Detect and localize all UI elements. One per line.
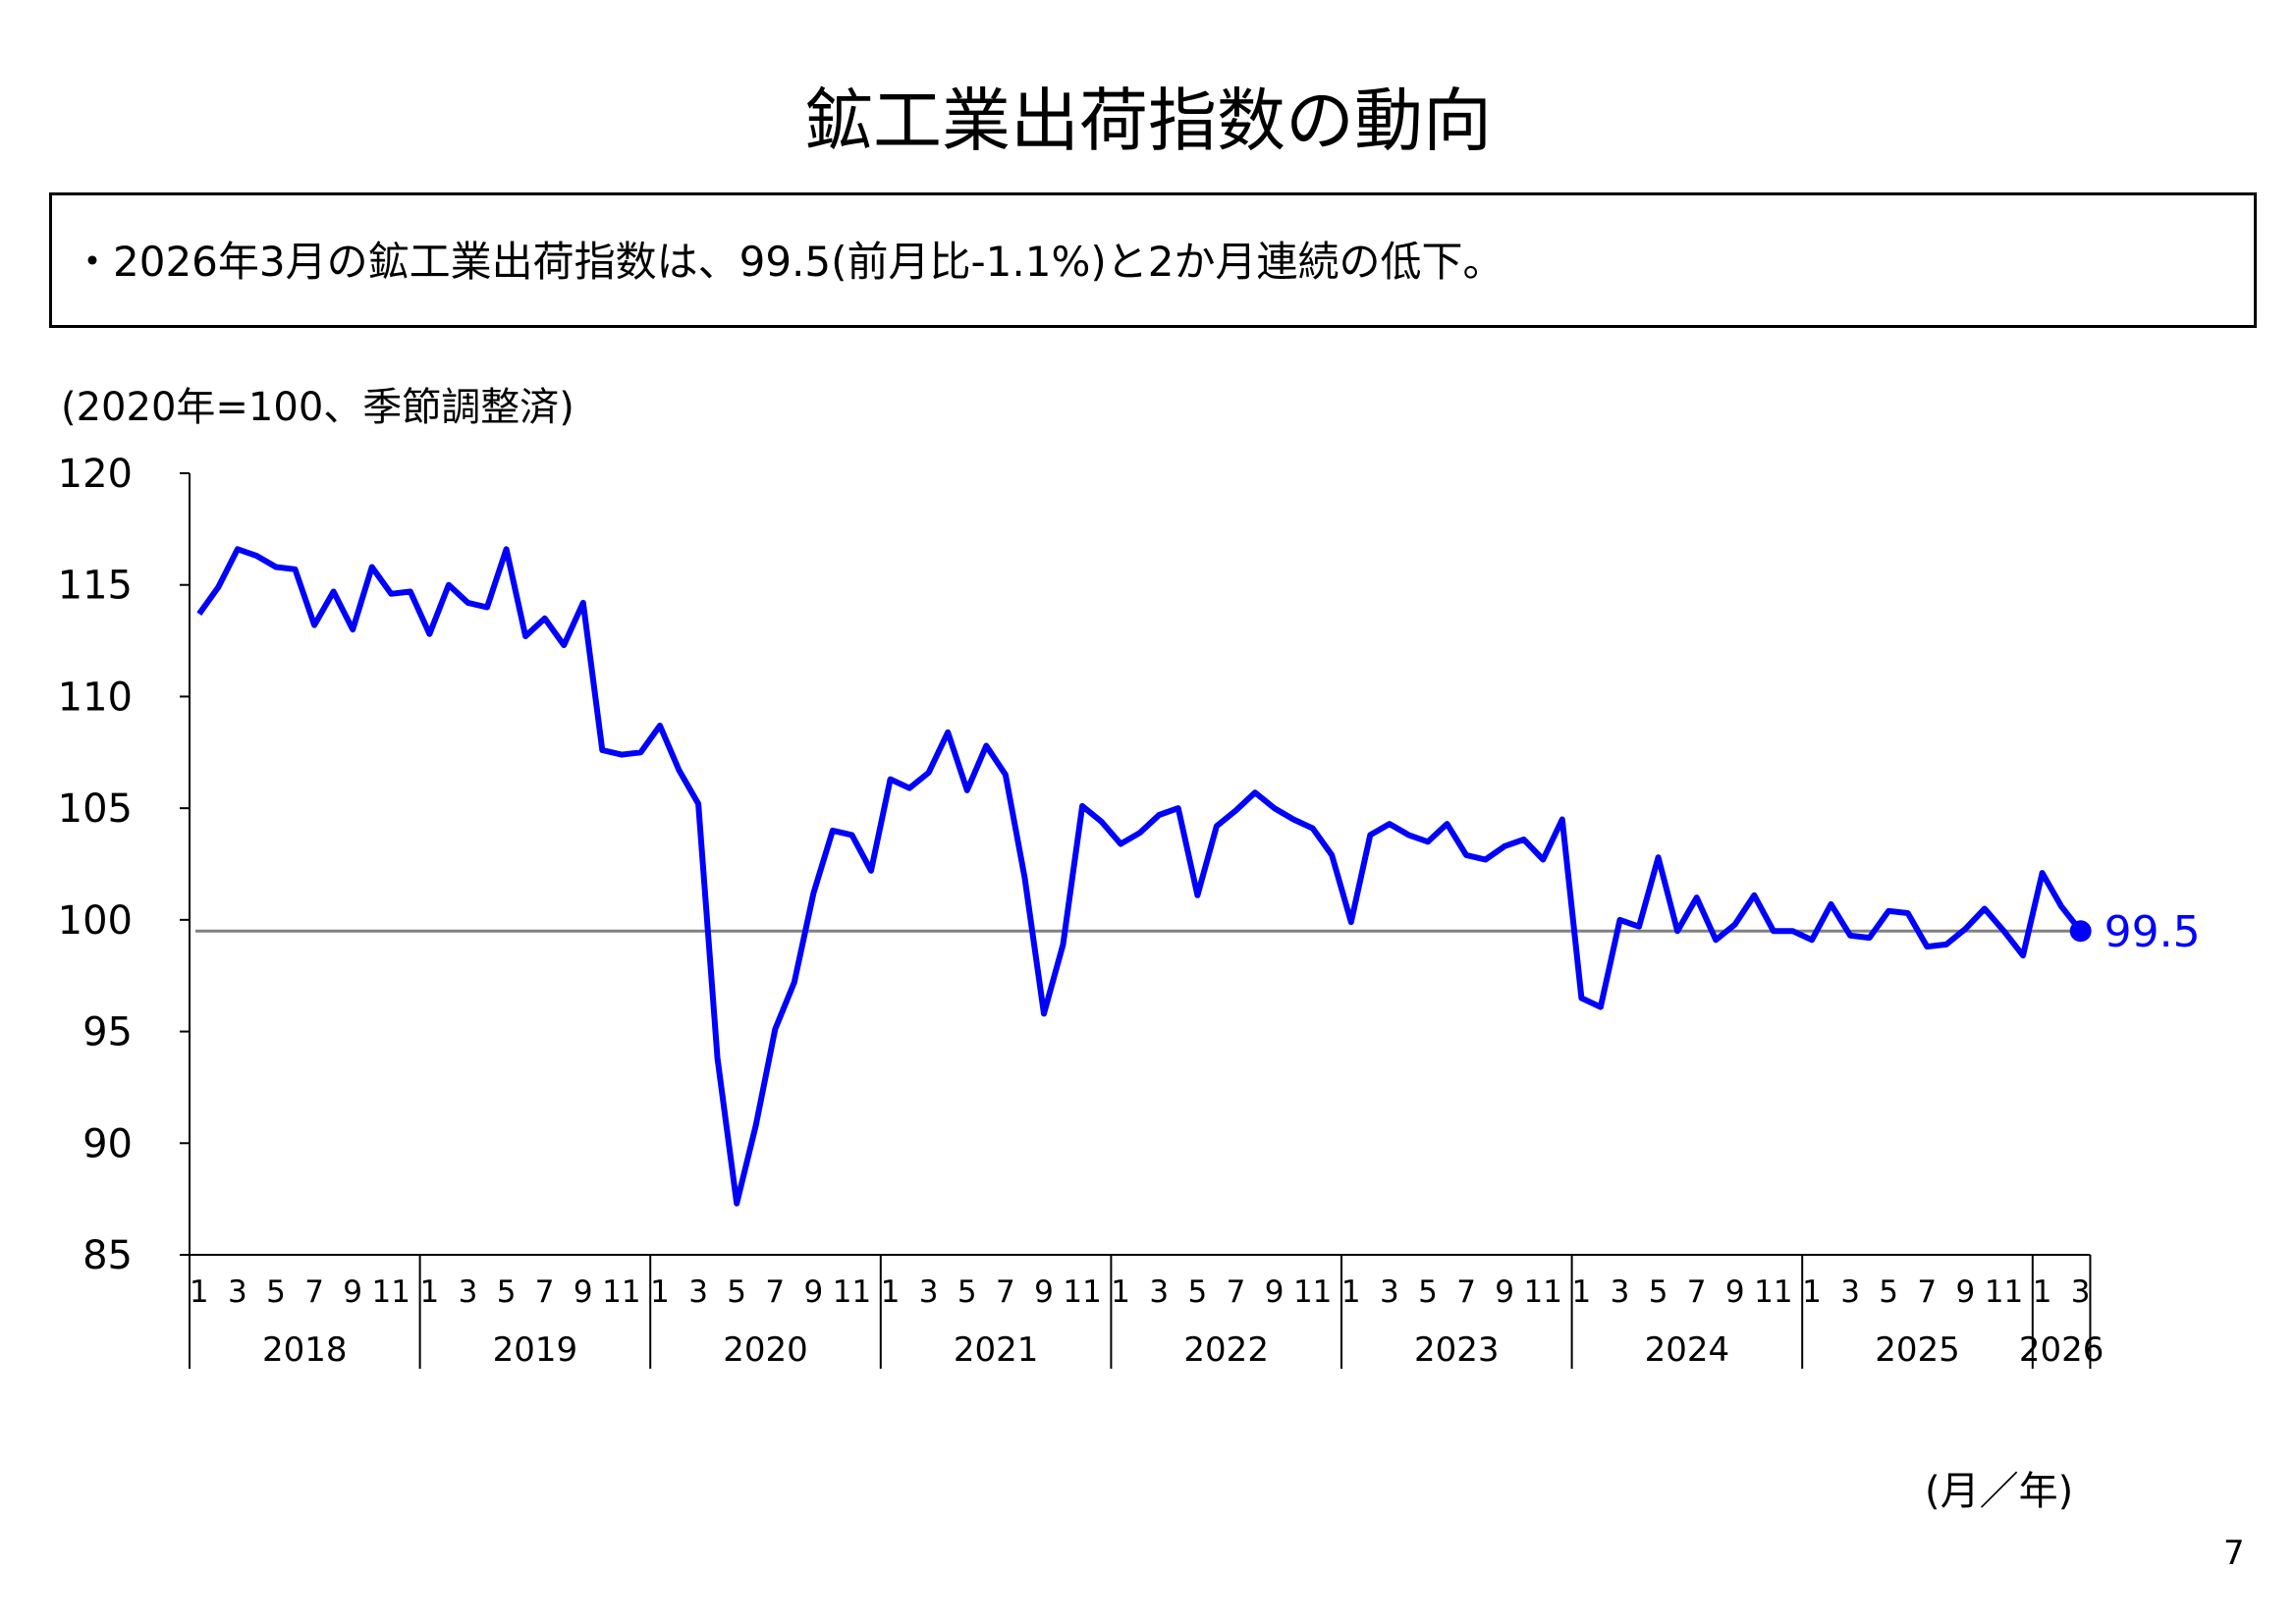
- y-tick-label: 105: [58, 786, 133, 832]
- month-tick-label: 9: [343, 1274, 362, 1310]
- month-tick-label: 11: [1524, 1274, 1562, 1310]
- y-tick-label: 115: [58, 564, 133, 609]
- month-tick-label: 7: [535, 1274, 555, 1310]
- year-label: 2019: [493, 1330, 578, 1370]
- month-tick-label: 7: [304, 1274, 324, 1310]
- month-tick-label: 1: [650, 1274, 670, 1310]
- y-tick-label: 90: [82, 1121, 133, 1166]
- month-tick-label: 1: [2033, 1274, 2052, 1310]
- month-tick-label: 3: [2071, 1274, 2091, 1310]
- month-tick-label: 7: [1687, 1274, 1707, 1310]
- month-tick-label: 7: [996, 1274, 1015, 1310]
- month-tick-label: 1: [1111, 1274, 1130, 1310]
- month-tick-label: 3: [1840, 1274, 1860, 1310]
- month-tick-label: 5: [1649, 1274, 1668, 1310]
- month-tick-label: 7: [1456, 1274, 1476, 1310]
- y-axis: 85 90 95 100 105 110 115 120: [58, 452, 191, 1278]
- y-tick-label: 85: [82, 1233, 133, 1278]
- series-group: 99.5: [196, 546, 2201, 1207]
- month-tick-label: 9: [1265, 1274, 1285, 1310]
- y-tick-label: 95: [82, 1010, 133, 1056]
- month-tick-label: 3: [688, 1274, 708, 1310]
- month-tick-label: 1: [420, 1274, 440, 1310]
- month-tick-label: 1: [1802, 1274, 1822, 1310]
- last-value-label: 99.5: [2105, 907, 2201, 957]
- month-tick-label: 5: [1418, 1274, 1438, 1310]
- month-tick-label: 11: [1293, 1274, 1332, 1310]
- month-tick-label: 3: [1380, 1274, 1399, 1310]
- y-tick-label: 120: [58, 452, 133, 497]
- y-tick-label: 110: [58, 675, 133, 720]
- month-tick-label: 3: [228, 1274, 247, 1310]
- month-tick-label: 9: [1034, 1274, 1054, 1310]
- month-tick-label: 5: [957, 1274, 977, 1310]
- month-tick-label: 9: [1725, 1274, 1745, 1310]
- month-tick-label: 3: [1611, 1274, 1630, 1310]
- month-tick-label: 11: [372, 1274, 410, 1310]
- month-tick-label: 1: [1572, 1274, 1592, 1310]
- month-tick-label: 5: [266, 1274, 286, 1310]
- year-label: 2024: [1645, 1330, 1730, 1370]
- month-tick-label: 11: [1063, 1274, 1101, 1310]
- month-tick-label: 1: [190, 1274, 209, 1310]
- y-axis-unit-note: (2020年=100、季節調整済): [61, 385, 574, 430]
- month-tick-label: 11: [1985, 1274, 2023, 1310]
- year-label: 2022: [1183, 1330, 1269, 1370]
- year-label: 2020: [723, 1330, 808, 1370]
- month-tick-label: 1: [881, 1274, 901, 1310]
- last-point-marker: [2069, 920, 2092, 943]
- month-tick-label: 9: [1495, 1274, 1514, 1310]
- month-tick-label: 5: [727, 1274, 746, 1310]
- month-tick-label: 1: [1341, 1274, 1361, 1310]
- month-tick-label: 7: [765, 1274, 785, 1310]
- y-tick-label: 100: [58, 898, 133, 944]
- month-tick-label: 11: [602, 1274, 640, 1310]
- x-axis-caption: (月／年): [1925, 1469, 2074, 1514]
- month-tick-label: 9: [804, 1274, 824, 1310]
- month-tick-label: 5: [1188, 1274, 1208, 1310]
- month-tick-label: 5: [1879, 1274, 1898, 1310]
- page-number: 7: [2223, 1534, 2245, 1573]
- month-tick-label: 3: [459, 1274, 478, 1310]
- month-tick-label: 9: [1956, 1274, 1976, 1310]
- summary-box: ・2026年3月の鉱工業出荷指数は、99.5(前月比-1.1%)と2か月連続の低…: [49, 192, 2257, 328]
- year-label: 2023: [1414, 1330, 1500, 1370]
- page-title: 鉱工業出荷指数の動向: [804, 81, 1492, 161]
- series-line: [196, 546, 2084, 1207]
- summary-text: ・2026年3月の鉱工業出荷指数は、99.5(前月比-1.1%)と2か月連続の低…: [72, 238, 1504, 286]
- month-tick-label: 7: [1917, 1274, 1937, 1310]
- month-tick-label: 11: [1754, 1274, 1792, 1310]
- month-tick-label: 3: [919, 1274, 939, 1310]
- month-tick-label: 7: [1227, 1274, 1246, 1310]
- month-tick-label: 5: [497, 1274, 517, 1310]
- month-tick-label: 3: [1149, 1274, 1169, 1310]
- year-label: 2025: [1875, 1330, 1960, 1370]
- year-label: 2018: [262, 1330, 348, 1370]
- month-tick-label: 11: [833, 1274, 871, 1310]
- year-label: 2021: [954, 1330, 1039, 1370]
- month-tick-label: 9: [574, 1274, 593, 1310]
